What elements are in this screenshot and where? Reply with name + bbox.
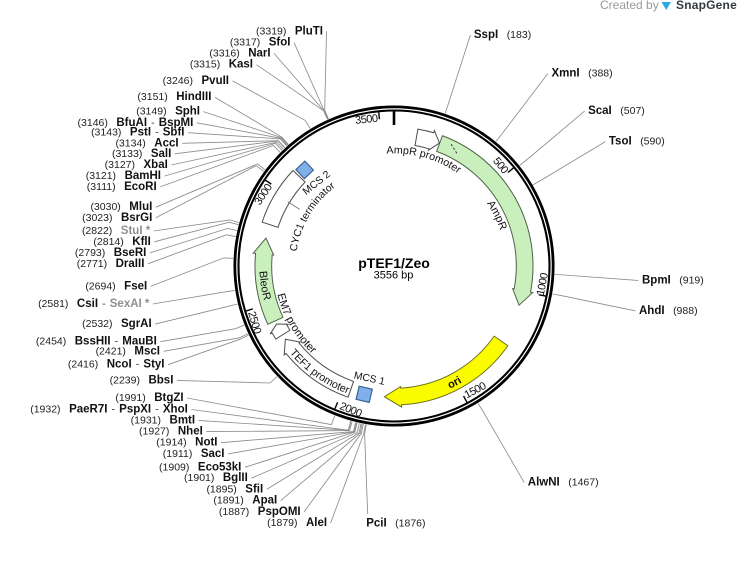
svg-text:Created by: Created by xyxy=(600,0,659,12)
svg-text:pTEF1/Zeo: pTEF1/Zeo xyxy=(358,255,430,271)
svg-text:(2822)StuI *: (2822) StuI * xyxy=(82,225,151,237)
svg-text:(1879)AleI: (1879) AleI xyxy=(267,517,327,529)
svg-text:(2793)BseRI: (2793) BseRI xyxy=(75,247,146,259)
svg-text:BleoR: BleoR xyxy=(257,271,273,302)
svg-text:ScaI(507): ScaI (507) xyxy=(588,105,645,117)
svg-text:(3023)BsrGI: (3023) BsrGI xyxy=(82,212,152,224)
svg-text:(3143)PstI - SbfI: (3143) PstI - SbfI xyxy=(91,127,184,139)
svg-text:ori: ori xyxy=(446,374,464,391)
svg-text:(1891)ApaI: (1891) ApaI xyxy=(213,495,277,507)
svg-text:(3316)NarI: (3316) NarI xyxy=(209,48,270,60)
svg-text:(3315)KasI: (3315) KasI xyxy=(190,59,253,71)
svg-text:(1887)PspOMI: (1887) PspOMI xyxy=(219,506,301,518)
svg-text:(1901)BglII: (1901) BglII xyxy=(184,472,248,484)
svg-text:(1991)BtgZI: (1991) BtgZI xyxy=(115,392,183,404)
svg-text:AhdI(988): AhdI (988) xyxy=(639,305,698,317)
svg-text:(1911)SacI: (1911) SacI xyxy=(163,448,225,460)
svg-text:3556 bp: 3556 bp xyxy=(374,270,414,282)
svg-text:(2421)MscI: (2421) MscI xyxy=(96,345,160,357)
svg-text:AlwNI(1467): AlwNI (1467) xyxy=(528,477,599,489)
svg-text:(1927)NheI: (1927) NheI xyxy=(139,426,203,438)
svg-text:1000: 1000 xyxy=(535,272,551,297)
svg-text:(3030)MluI: (3030) MluI xyxy=(90,201,152,213)
svg-text:PciI(1876): PciI (1876) xyxy=(366,518,425,530)
svg-text:(3319)PluTI: (3319) PluTI xyxy=(256,25,323,37)
svg-text:(1909)Eco53kI: (1909) Eco53kI xyxy=(159,461,241,473)
svg-text:(1931)BmtI: (1931) BmtI xyxy=(131,414,195,426)
svg-text:BpmI(919): BpmI (919) xyxy=(642,275,704,287)
svg-text:(3133)SalI: (3133) SalI xyxy=(112,148,171,160)
svg-text:(1895)SfiI: (1895) SfiI xyxy=(206,483,263,495)
svg-text:SnapGene: SnapGene xyxy=(676,0,737,12)
svg-text:(2694)FseI: (2694) FseI xyxy=(85,280,147,292)
svg-text:(2581)CsiI - SexAI *: (2581) CsiI - SexAI * xyxy=(38,298,150,310)
svg-text:(3317)SfoI: (3317) SfoI xyxy=(230,36,291,48)
svg-text:(3121)BamHI: (3121) BamHI xyxy=(86,170,161,182)
svg-text:(2416)NcoI - StyI: (2416) NcoI - StyI xyxy=(68,359,165,371)
svg-text:(2239)BbsI: (2239) BbsI xyxy=(110,374,174,386)
svg-text:(3111)EcoRI: (3111) EcoRI xyxy=(87,181,157,193)
svg-text:(1932)PaeR7I - PspXI - XhoI: (1932) PaeR7I - PspXI - XhoI xyxy=(30,404,188,416)
svg-text:(3134)AccI: (3134) AccI xyxy=(115,137,178,149)
svg-text:SspI(183): SspI (183) xyxy=(474,29,531,41)
svg-text:3500: 3500 xyxy=(355,113,379,127)
svg-text:(2771)DraIII: (2771) DraIII xyxy=(77,258,145,270)
svg-text:(3246)PvuII: (3246) PvuII xyxy=(163,75,229,87)
svg-text:(3127)XbaI: (3127) XbaI xyxy=(105,159,168,171)
svg-text:(2454)BssHII - MauBI: (2454) BssHII - MauBI xyxy=(36,336,157,348)
svg-text:(2532)SgrAI: (2532) SgrAI xyxy=(82,318,152,330)
svg-text:(3146)BfuAI - BspMI: (3146) BfuAI - BspMI xyxy=(78,117,194,129)
svg-text:(3149)SphI: (3149) SphI xyxy=(136,106,200,118)
svg-text:(2814)KflI: (2814) KflI xyxy=(93,236,150,248)
svg-text:XmnI(388): XmnI (388) xyxy=(552,67,613,79)
svg-text:(1914)NotI: (1914) NotI xyxy=(156,437,217,449)
svg-text:TsoI(590): TsoI (590) xyxy=(609,136,665,148)
svg-text:(3151)HindIII: (3151) HindIII xyxy=(137,91,211,103)
